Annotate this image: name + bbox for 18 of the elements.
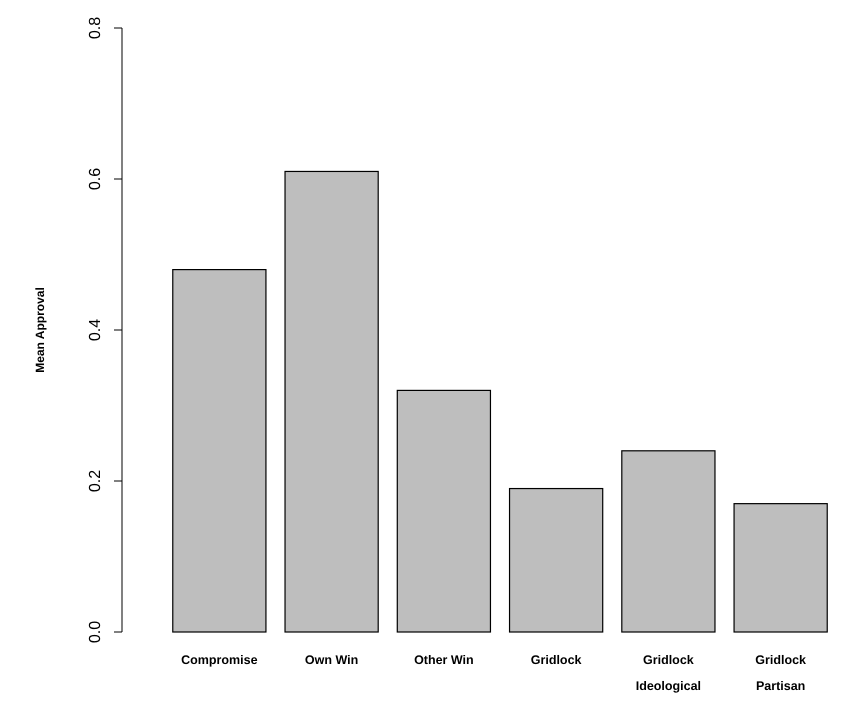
x-tick-label: Compromise [181, 653, 258, 667]
x-tick-label: Gridlock Partisan [755, 653, 806, 693]
x-tick-label: Gridlock Ideological [636, 653, 702, 693]
y-tick-label: 0.0 [87, 620, 104, 644]
x-tick-label: Other Win [414, 653, 474, 667]
y-tick-label: 0.8 [87, 16, 104, 40]
bar [733, 503, 828, 633]
bar [621, 450, 716, 633]
y-tick-label: 0.6 [87, 168, 104, 190]
y-tick-label: 0.2 [87, 470, 104, 492]
x-tick-label: Gridlock [530, 653, 582, 667]
bar [396, 390, 492, 633]
bar [284, 170, 379, 633]
y-axis-title: Mean Approval [33, 287, 47, 373]
x-tick-label: Own Win [304, 653, 358, 667]
bar [172, 269, 267, 633]
y-tick-label: 0.4 [87, 318, 104, 342]
bar [508, 488, 604, 633]
